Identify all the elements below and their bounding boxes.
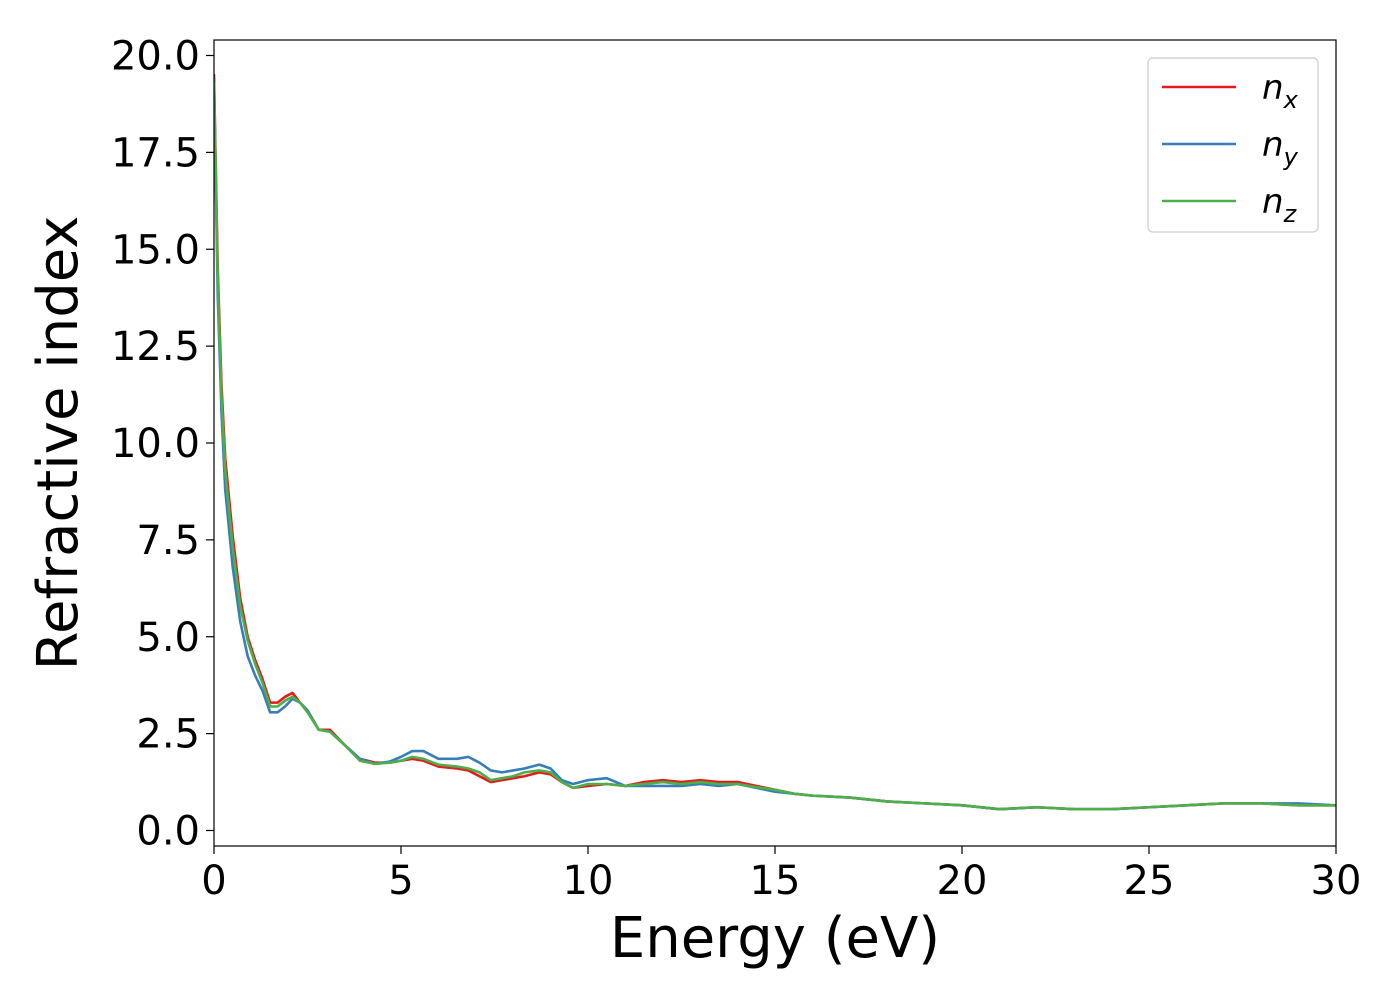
x-tick-label: 20 [937, 858, 988, 904]
x-tick-label: 15 [750, 858, 801, 904]
y-tick-label: 0.0 [136, 809, 200, 855]
y-tick-label: 20.0 [111, 34, 200, 80]
y-axis-title: Refractive index [26, 216, 91, 671]
x-tick-label: 30 [1311, 858, 1362, 904]
y-tick-label: 12.5 [111, 324, 200, 370]
plot-lines [214, 73, 1336, 811]
y-tick-label: 17.5 [111, 130, 200, 176]
x-tick-label: 0 [201, 858, 226, 904]
y-tick-label: 15.0 [111, 227, 200, 273]
x-axis-ticks: 0 5 10 15 20 25 30 [201, 846, 1361, 904]
y-tick-label: 2.5 [136, 712, 200, 758]
y-tick-label: 5.0 [136, 615, 200, 661]
series-line-nz [214, 81, 1336, 811]
y-tick-label: 7.5 [136, 518, 200, 564]
x-tick-label: 25 [1124, 858, 1175, 904]
y-axis-ticks: 0.0 2.5 5.0 7.5 10.0 12.5 15.0 17.5 20.0 [111, 34, 214, 855]
y-tick-label: 10.0 [111, 421, 200, 467]
legend-label: nx [1262, 68, 1299, 114]
x-tick-label: 5 [388, 858, 413, 904]
x-axis-title: Energy (eV) [610, 906, 940, 971]
x-tick-label: 10 [563, 858, 614, 904]
